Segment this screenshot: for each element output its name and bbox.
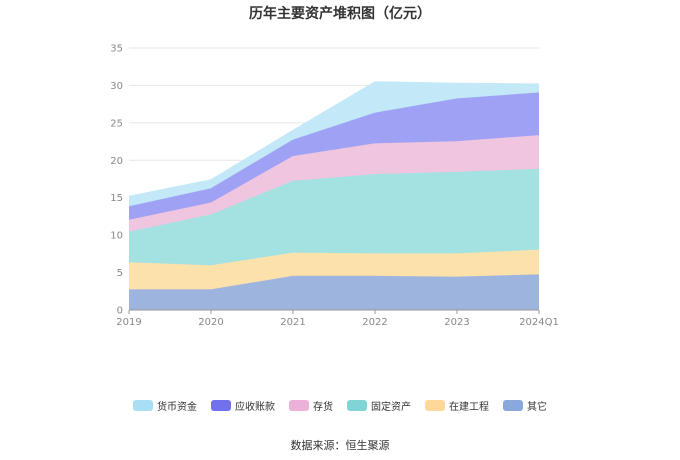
area-series-4 [129,92,539,221]
x-tick-label: 2019 [116,317,141,328]
legend-item[interactable]: 存货 [289,398,333,413]
data-source-note: 数据来源：恒生聚源 [290,439,390,452]
area-series-3 [129,135,539,233]
area-edge-4 [128,92,540,208]
legend-swatch [133,400,153,411]
y-tick-label: 5 [117,268,123,279]
y-tick-label: 0 [117,306,123,317]
legend-label: 在建工程 [449,402,489,413]
area-series-5 [129,81,539,207]
legend-label: 其它 [527,402,547,413]
y-tick-label: 20 [110,156,123,167]
area-series-2 [129,169,539,266]
area-series-0 [129,274,539,310]
area-edge-2 [128,168,540,233]
legend-label: 货币资金 [157,402,197,413]
y-tick-label: 25 [110,118,123,129]
x-tick-label: 2022 [362,317,387,328]
x-tick-label: 2020 [198,317,223,328]
area-edge-5 [128,81,540,197]
area-edge-0 [129,274,540,291]
legend-label: 存货 [313,402,333,413]
area-edge-3 [128,135,540,221]
chart-title: 历年主要资产堆积图（亿元） [249,6,431,22]
legend-item[interactable]: 其它 [503,398,547,413]
legend-swatch [503,400,523,411]
legend-swatch [347,400,367,411]
legend-label: 固定资产 [371,402,411,413]
legend: 货币资金 应收账款 存货 固定资产 在建工程 其它 [0,398,680,413]
y-tick-label: 30 [110,81,123,92]
y-tick-label: 15 [110,193,123,204]
legend-item[interactable]: 货币资金 [133,398,197,413]
legend-label: 应收账款 [235,402,275,413]
legend-swatch [211,400,231,411]
y-tick-label: 10 [110,231,123,242]
y-tick-label: 35 [110,44,123,55]
x-tick-label: 2024Q1 [519,317,559,328]
legend-swatch [425,400,445,411]
area-edge-1 [128,249,540,267]
legend-item[interactable]: 在建工程 [425,398,489,413]
legend-swatch [289,400,309,411]
x-tick-label: 2021 [280,317,305,328]
area-series-1 [129,250,539,290]
legend-item[interactable]: 应收账款 [211,398,275,413]
legend-item[interactable]: 固定资产 [347,398,411,413]
x-tick-label: 2023 [444,317,469,328]
